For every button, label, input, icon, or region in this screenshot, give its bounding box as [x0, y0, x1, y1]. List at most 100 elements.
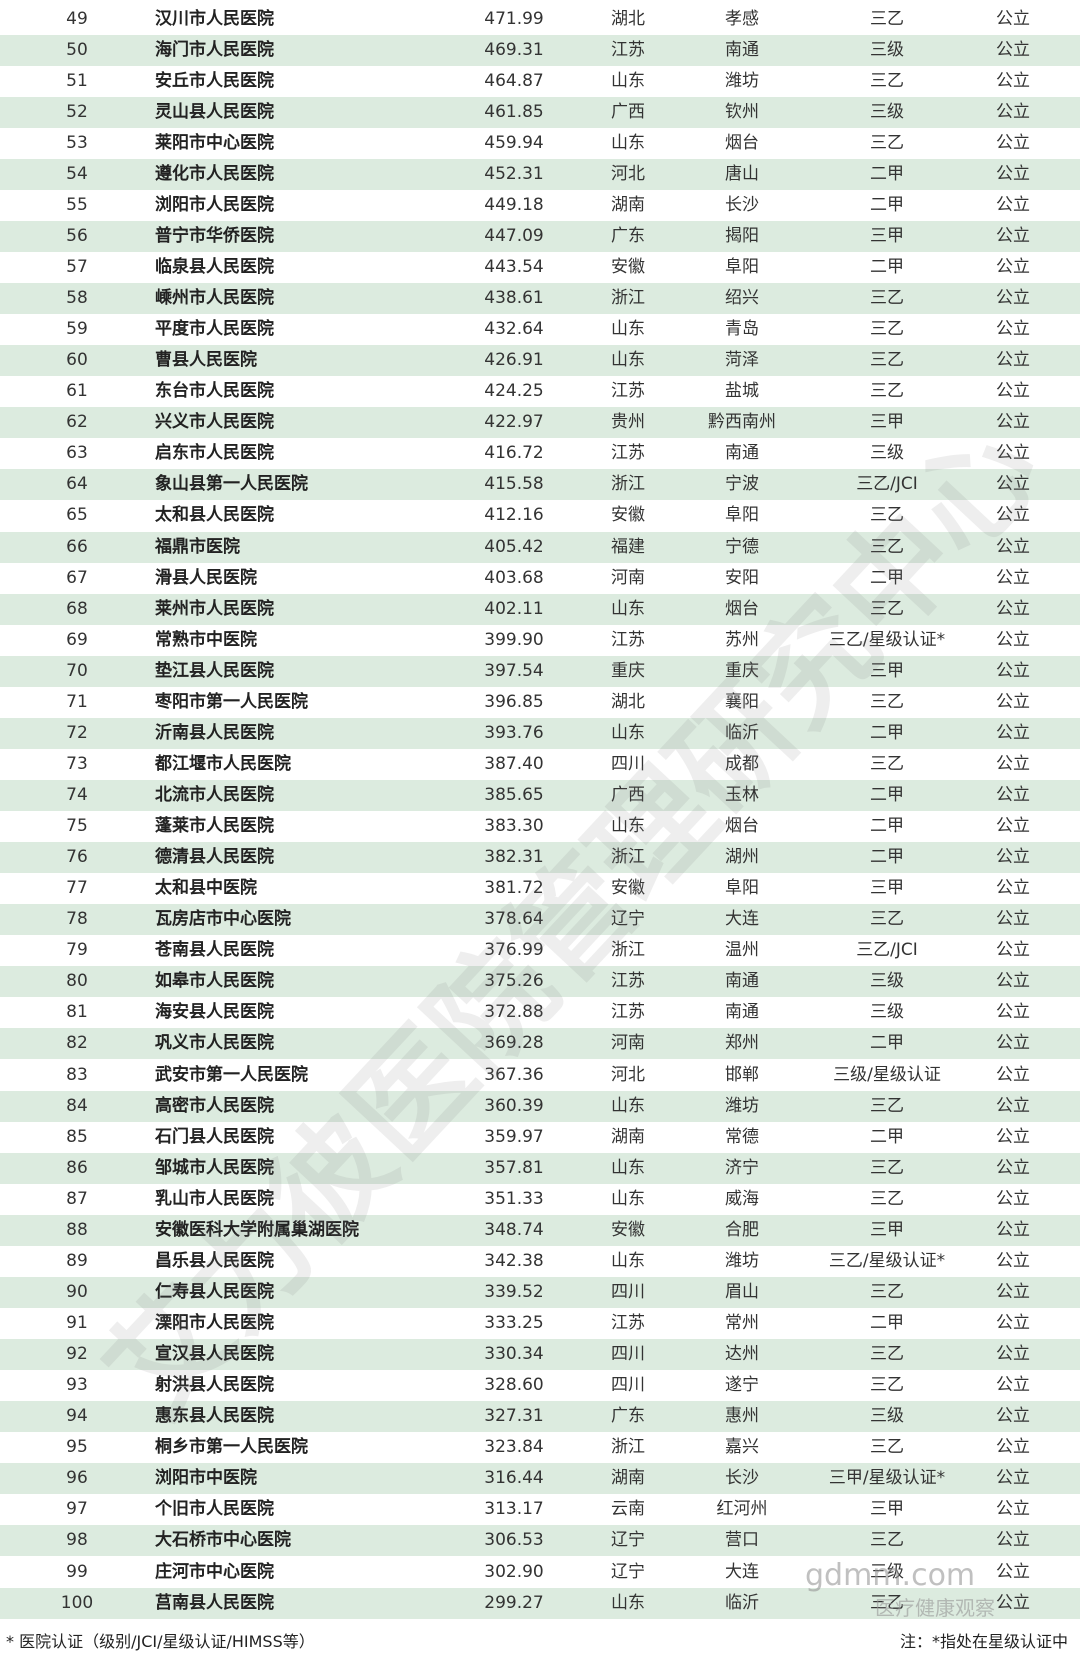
table-row: 55 浏阳市人民医院 449.18 湖南 长沙 二甲 公立: [0, 190, 1080, 221]
province: 山东: [611, 1095, 645, 1116]
hospital-name: 如皋市人民医院: [155, 971, 274, 992]
table-row: 94 惠东县人民医院 327.31 广东 惠州 三级 公立: [0, 1401, 1080, 1433]
rank: 76: [66, 847, 88, 868]
rank: 58: [66, 288, 88, 309]
score: 452.31: [484, 163, 544, 184]
level: 三乙: [870, 1188, 904, 1209]
level: 三乙: [870, 505, 904, 526]
score: 385.65: [484, 785, 544, 805]
table-row: 51 安丘市人民医院 464.87 山东 潍坊 三乙 公立: [0, 66, 1080, 97]
score: 376.99: [484, 940, 544, 961]
hospital-name: 个旧市人民医院: [155, 1499, 274, 1520]
score: 399.90: [484, 629, 544, 650]
hospital-name: 安丘市人民医院: [155, 70, 274, 91]
province: 四川: [611, 1344, 645, 1365]
table-row: 53 莱阳市中心医院 459.94 山东 烟台 三乙 公立: [0, 128, 1080, 159]
rank: 57: [66, 256, 88, 277]
table-row: 67 滑县人民医院 403.68 河南 安阳 二甲 公立: [0, 563, 1080, 594]
score: 381.72: [484, 878, 544, 899]
ownership: 公立: [996, 443, 1030, 464]
hospital-name: 海门市人民医院: [155, 39, 274, 60]
province: 湖南: [611, 1468, 645, 1489]
table-row: 68 莱州市人民医院 402.11 山东 烟台 三乙 公立: [0, 593, 1080, 625]
table-row: 77 太和县中医院 381.72 安徽 阜阳 三甲 公立: [0, 873, 1080, 904]
level: 二甲: [870, 1313, 904, 1334]
province: 重庆: [611, 660, 645, 681]
ownership: 公立: [996, 412, 1030, 433]
rank: 94: [66, 1406, 88, 1427]
rank: 75: [66, 816, 88, 837]
score: 330.34: [484, 1344, 544, 1365]
table-row: 78 瓦房店市中心医院 378.64 辽宁 大连 三乙 公立: [0, 904, 1080, 936]
score: 348.74: [484, 1219, 544, 1240]
rank: 50: [66, 39, 88, 60]
table-row: 70 垫江县人民医院 397.54 重庆 重庆 三甲 公立: [0, 655, 1080, 687]
table-row: 80 如皋市人民医院 375.26 江苏 南通 三级 公立: [0, 966, 1080, 998]
table-row: 61 东台市人民医院 424.25 江苏 盐城 三乙 公立: [0, 376, 1080, 407]
city: 合肥: [725, 1219, 759, 1240]
ownership: 公立: [996, 101, 1030, 122]
table-row: 91 溧阳市人民医院 333.25 江苏 常州 二甲 公立: [0, 1308, 1080, 1339]
province: 四川: [611, 753, 645, 774]
level: 三乙: [870, 350, 904, 371]
table-row: 81 海安县人民医院 372.88 江苏 南通 三级 公立: [0, 997, 1080, 1028]
rank: 55: [66, 194, 88, 215]
province: 山东: [611, 722, 645, 743]
hospital-name: 大石桥市中心医院: [155, 1530, 291, 1551]
score: 412.16: [484, 505, 544, 526]
score: 302.90: [484, 1561, 544, 1582]
score: 426.91: [484, 350, 544, 371]
city: 唐山: [725, 163, 759, 184]
city: 大连: [725, 1561, 759, 1582]
hospital-name: 都江堰市人民医院: [155, 753, 291, 774]
ownership: 公立: [996, 940, 1030, 961]
level: 三级: [870, 1002, 904, 1023]
table-row: 89 昌乐县人民医院 342.38 山东 潍坊 三乙/星级认证* 公立: [0, 1246, 1080, 1277]
level: 三乙: [870, 1157, 904, 1178]
city: 盐城: [725, 381, 759, 402]
hospital-name: 枣阳市第一人民医院: [155, 691, 308, 712]
province: 江苏: [611, 39, 645, 60]
level: 三级: [870, 39, 904, 60]
table-row: 72 沂南县人民医院 393.76 山东 临沂 二甲 公立: [0, 717, 1080, 749]
province: 浙江: [611, 940, 645, 961]
rank: 64: [66, 474, 88, 495]
province: 山东: [611, 319, 645, 340]
ownership: 公立: [996, 1313, 1030, 1334]
city: 湖州: [725, 847, 759, 868]
score: 469.31: [484, 39, 544, 60]
table-row: 64 象山县第一人民医院 415.58 浙江 宁波 三乙/JCI 公立: [0, 469, 1080, 501]
hospital-name: 射洪县人民医院: [155, 1375, 274, 1396]
city: 临沂: [725, 1592, 759, 1613]
rank: 67: [66, 567, 88, 588]
rank: 84: [66, 1095, 88, 1116]
table-row: 62 兴义市人民医院 422.97 贵州 黔西南州 三甲 公立: [0, 407, 1080, 439]
rank: 92: [66, 1344, 88, 1365]
level: 二甲: [870, 816, 904, 837]
table-row: 97 个旧市人民医院 313.17 云南 红河州 三甲 公立: [0, 1494, 1080, 1525]
score: 306.53: [484, 1530, 544, 1551]
rank: 90: [66, 1281, 88, 1302]
province: 广西: [611, 785, 645, 805]
ownership: 公立: [996, 1188, 1030, 1209]
score: 357.81: [484, 1157, 544, 1178]
city: 阜阳: [725, 256, 759, 277]
hospital-name: 太和县人民医院: [155, 505, 274, 526]
city: 威海: [725, 1188, 759, 1209]
hospital-name: 垫江县人民医院: [155, 660, 274, 681]
city: 烟台: [725, 132, 759, 153]
province: 山东: [611, 350, 645, 371]
score: 360.39: [484, 1095, 544, 1116]
city: 孝感: [725, 8, 759, 29]
ownership: 公立: [996, 909, 1030, 930]
level: 二甲: [870, 567, 904, 588]
level: 三乙: [870, 1281, 904, 1302]
table-row: 100 莒南县人民医院 299.27 山东 临沂 三乙 公立: [0, 1587, 1080, 1619]
level: 三级: [870, 101, 904, 122]
ownership: 公立: [996, 1064, 1030, 1085]
city: 南通: [725, 1002, 759, 1023]
table-row: 52 灵山县人民医院 461.85 广西 钦州 三级 公立: [0, 96, 1080, 128]
table-row: 57 临泉县人民医院 443.54 安徽 阜阳 二甲 公立: [0, 252, 1080, 283]
level: 二甲: [870, 256, 904, 277]
table-row: 88 安徽医科大学附属巢湖医院 348.74 安徽 合肥 三甲 公立: [0, 1214, 1080, 1246]
